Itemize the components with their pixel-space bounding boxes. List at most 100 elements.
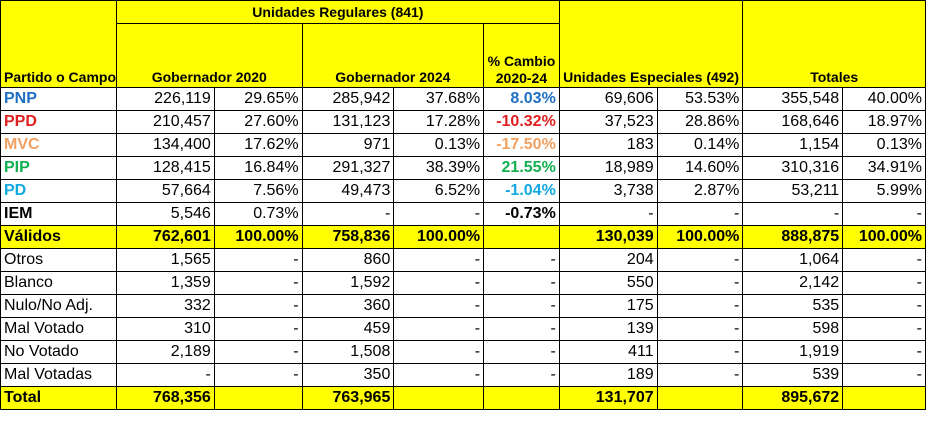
cell-g24p (393, 386, 485, 410)
cell-g20p: - (213, 271, 303, 295)
other-row: Mal Votadas - -350- -189-539- (0, 363, 926, 387)
cell-g24p: - (393, 317, 485, 341)
cell-g20p: 16.84% (213, 156, 303, 180)
cell-g24p: 37.68% (393, 87, 485, 111)
cell-tot: 53,211 (742, 179, 844, 203)
party-row-pip: PIP 128,415 16.84% 291,327 38.39% 21.55% 18,98… (0, 156, 926, 180)
cell-g24p: 17.28% (393, 110, 485, 134)
cell-g24: - (301, 202, 395, 226)
party-row-ppd: PPD 210,457 27.60% 131,123 17.28% -10.32% 37,5… (0, 110, 926, 134)
header-gob2024: Gobernador 2024 (301, 23, 485, 88)
cell-g20: 226,119 (115, 87, 215, 111)
cell-totp: - (842, 271, 926, 295)
cell-tot: 1,154 (742, 133, 844, 157)
cell-g20: - (115, 363, 215, 387)
row-label: Nulo/No Adj. (0, 294, 117, 318)
cell-ue: - (558, 202, 658, 226)
cell-g20p: 27.60% (213, 110, 303, 134)
cell-g20p: - (213, 248, 303, 272)
cell-g20p: 17.62% (213, 133, 303, 157)
cell-chg: - (483, 294, 560, 318)
cell-uep: - (656, 271, 744, 295)
cell-totp: 34.91% (842, 156, 926, 180)
cell-tot: 895,672 (742, 386, 844, 410)
row-label: MVC (0, 133, 117, 157)
cell-chg: -10.32% (483, 110, 560, 134)
header-gob2020: Gobernador 2020 (115, 23, 303, 88)
cell-uep: - (656, 248, 744, 272)
cell-g24p: - (393, 202, 485, 226)
cell-chg: 8.03% (483, 87, 560, 111)
cell-g24p: - (393, 340, 485, 364)
cell-tot: 888,875 (742, 225, 844, 249)
cell-totp: 5.99% (842, 179, 926, 203)
cell-g20p: - (213, 340, 303, 364)
cell-tot: 1,919 (742, 340, 844, 364)
cell-tot: 598 (742, 317, 844, 341)
validos-row: Válidos 762,601 100.00% 758,836 100.00% … (0, 225, 926, 249)
row-label: PIP (0, 156, 117, 180)
cell-chg: - (483, 271, 560, 295)
header-partido: Partido o Campo (0, 0, 117, 88)
cell-chg: - (483, 248, 560, 272)
row-label: Total (0, 386, 117, 410)
cell-g20: 762,601 (115, 225, 215, 249)
cell-g24: 49,473 (301, 179, 395, 203)
cell-chg (483, 386, 560, 410)
row-label: PNP (0, 87, 117, 111)
cell-g24p: 38.39% (393, 156, 485, 180)
cell-tot: 310,316 (742, 156, 844, 180)
cell-totp: - (842, 294, 926, 318)
party-rows: PNP 226,119 29.65% 285,942 37.68% 8.03% 69,606… (0, 87, 926, 226)
cell-g24: 1,508 (301, 340, 395, 364)
cell-g24: 360 (301, 294, 395, 318)
cell-g20p (213, 386, 303, 410)
cell-totp: 40.00% (842, 87, 926, 111)
cell-g20p: - (213, 363, 303, 387)
cell-g20: 210,457 (115, 110, 215, 134)
cell-chg: -1.04% (483, 179, 560, 203)
cell-g24p: 6.52% (393, 179, 485, 203)
cell-g20: 57,664 (115, 179, 215, 203)
cell-uep: 53.53% (656, 87, 744, 111)
cell-uep: 100.00% (656, 225, 744, 249)
cell-g20: 5,546 (115, 202, 215, 226)
cell-uep: - (656, 340, 744, 364)
cell-tot: - (742, 202, 844, 226)
cell-ue: 411 (558, 340, 658, 364)
cell-uep: 28.86% (656, 110, 744, 134)
cell-tot: 2,142 (742, 271, 844, 295)
cell-ue: 204 (558, 248, 658, 272)
cell-g20: 2,189 (115, 340, 215, 364)
cell-chg: 21.55% (483, 156, 560, 180)
cell-g24p: - (393, 271, 485, 295)
cell-uep: 2.87% (656, 179, 744, 203)
cell-chg: -0.73% (483, 202, 560, 226)
cell-g20p: - (213, 294, 303, 318)
other-row: Nulo/No Adj. 332-360- -175-535- (0, 294, 926, 318)
cell-g24: 350 (301, 363, 395, 387)
cell-g20: 310 (115, 317, 215, 341)
cell-ue: 175 (558, 294, 658, 318)
cell-chg (483, 225, 560, 249)
cell-g24: 291,327 (301, 156, 395, 180)
party-row-pd: PD 57,664 7.56% 49,473 6.52% -1.04% 3,738 2.87%… (0, 179, 926, 203)
cell-g24p: - (393, 363, 485, 387)
cell-g24: 285,942 (301, 87, 395, 111)
header-row-2: Gobernador 2020 Gobernador 2024 % Cambio… (1, 23, 926, 88)
cell-g24p: - (393, 294, 485, 318)
other-row: No Votado 2,189-1,508- -411-1,919- (0, 340, 926, 364)
header-row-1: Partido o Campo Unidades Regulares (841)… (0, 0, 926, 88)
cell-totp: - (842, 317, 926, 341)
cell-g20: 128,415 (115, 156, 215, 180)
cell-ue: 183 (558, 133, 658, 157)
party-row-mvc: MVC 134,400 17.62% 971 0.13% -17.50% 183 0.14% 1… (0, 133, 926, 157)
row-label: Mal Votadas (0, 363, 117, 387)
party-row-pnp: PNP 226,119 29.65% 285,942 37.68% 8.03% 69,606… (0, 87, 926, 111)
row-label: PPD (0, 110, 117, 134)
cell-totp: - (842, 340, 926, 364)
cell-tot: 1,064 (742, 248, 844, 272)
cell-totp: - (842, 363, 926, 387)
cell-uep: 14.60% (656, 156, 744, 180)
cell-chg: - (483, 340, 560, 364)
